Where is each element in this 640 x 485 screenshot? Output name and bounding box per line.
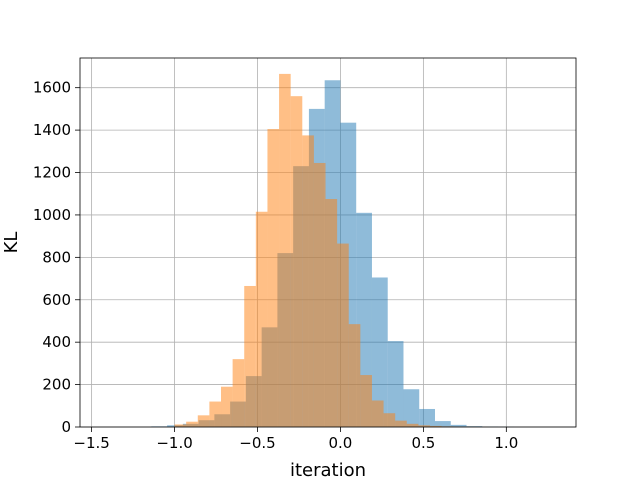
y-tick-label: 0 xyxy=(61,418,71,436)
histogram-bar xyxy=(256,212,268,427)
y-tick-label: 600 xyxy=(42,291,71,309)
histogram-bar xyxy=(209,402,221,427)
histogram-bar xyxy=(244,286,256,427)
x-tick-label: 0.0 xyxy=(329,434,353,452)
histogram-bar xyxy=(233,359,245,427)
y-axis-label: KL xyxy=(1,232,22,254)
x-tick-label: −0.5 xyxy=(239,434,275,452)
x-tick-label: 0.5 xyxy=(411,434,435,452)
histogram-bar xyxy=(186,422,198,427)
y-tick-label: 1600 xyxy=(33,79,71,97)
histogram-bar xyxy=(419,409,435,427)
histogram-bar xyxy=(360,375,372,427)
histogram-bar xyxy=(337,244,349,427)
histogram-bar xyxy=(326,199,338,427)
histogram-bar xyxy=(314,163,326,427)
histogram-bar xyxy=(395,421,407,427)
histogram-bar xyxy=(407,424,419,427)
histogram-bar xyxy=(349,324,361,427)
y-tick-label: 1000 xyxy=(33,206,71,224)
x-tick-label: −1.0 xyxy=(156,434,192,452)
histogram-bar xyxy=(384,413,396,427)
histogram-bar xyxy=(267,129,279,427)
x-axis-label: iteration xyxy=(290,460,366,480)
x-tick-label: 1.0 xyxy=(494,434,518,452)
y-tick-label: 800 xyxy=(42,248,71,266)
histogram-bar xyxy=(372,400,384,427)
y-tick-label: 1400 xyxy=(33,121,71,139)
x-tick-label: −1.5 xyxy=(73,434,109,452)
y-tick-label: 200 xyxy=(42,376,71,394)
histogram-bar xyxy=(302,135,314,427)
histogram-bar xyxy=(291,96,303,427)
histogram-bar xyxy=(279,74,291,427)
histogram-bar xyxy=(221,387,233,427)
y-tick-label: 400 xyxy=(42,333,71,351)
histogram-bar xyxy=(198,415,210,427)
y-tick-label: 1200 xyxy=(33,164,71,182)
